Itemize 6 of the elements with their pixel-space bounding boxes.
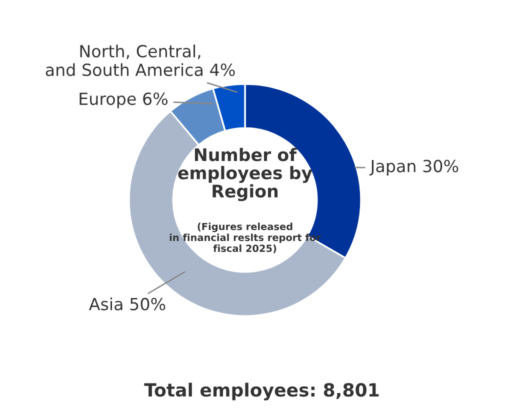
text: Total employees: 8,801 (144, 382, 379, 400)
text: Number of employees by Region (178, 148, 312, 202)
slice-label: Asia 50% (88, 297, 166, 310)
slice-label: North, Central, and South America 4% (46, 44, 235, 76)
slice-label: Europe 6% (80, 92, 168, 108)
slice-label: Japan 30% (369, 160, 458, 176)
